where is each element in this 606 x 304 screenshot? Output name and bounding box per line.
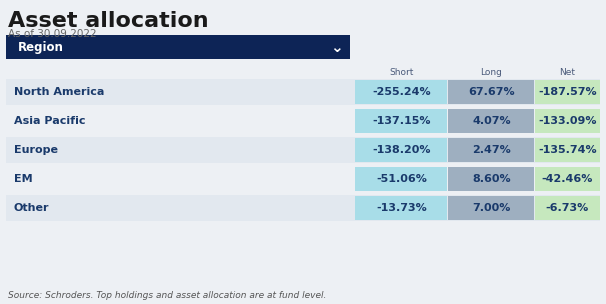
Text: -187.57%: -187.57% [538,87,597,97]
FancyBboxPatch shape [6,108,600,134]
Text: -255.24%: -255.24% [372,87,431,97]
Text: Asia Pacific: Asia Pacific [14,116,85,126]
FancyBboxPatch shape [6,137,600,163]
Text: -51.06%: -51.06% [376,174,427,184]
Text: -137.15%: -137.15% [372,116,431,126]
FancyBboxPatch shape [6,195,600,221]
Text: 8.60%: 8.60% [472,174,511,184]
Text: 4.07%: 4.07% [472,116,511,126]
Text: -133.09%: -133.09% [538,116,597,126]
FancyBboxPatch shape [355,109,447,133]
Text: Asset allocation: Asset allocation [8,11,208,31]
Text: North America: North America [14,87,104,97]
FancyBboxPatch shape [535,80,600,104]
Text: Long: Long [481,68,502,77]
FancyBboxPatch shape [6,166,600,192]
Text: -13.73%: -13.73% [376,203,427,213]
FancyBboxPatch shape [355,167,447,191]
Text: As of 30.09.2022: As of 30.09.2022 [8,29,96,39]
Text: Other: Other [14,203,50,213]
FancyBboxPatch shape [535,138,600,162]
Text: Region: Region [18,40,64,54]
FancyBboxPatch shape [448,109,534,133]
Text: EM: EM [14,174,33,184]
Text: ⌄: ⌄ [330,40,342,54]
FancyBboxPatch shape [355,138,447,162]
Text: -6.73%: -6.73% [546,203,589,213]
Text: -42.46%: -42.46% [542,174,593,184]
Text: Short: Short [389,68,414,77]
FancyBboxPatch shape [355,80,447,104]
Text: 7.00%: 7.00% [472,203,511,213]
FancyBboxPatch shape [535,109,600,133]
Text: 2.47%: 2.47% [472,145,511,155]
Text: -135.74%: -135.74% [538,145,597,155]
FancyBboxPatch shape [535,167,600,191]
Text: -138.20%: -138.20% [372,145,431,155]
FancyBboxPatch shape [448,138,534,162]
Text: 67.67%: 67.67% [468,87,515,97]
FancyBboxPatch shape [535,196,600,220]
Text: Europe: Europe [14,145,58,155]
FancyBboxPatch shape [6,35,350,59]
FancyBboxPatch shape [355,196,447,220]
Text: Source: Schroders. Top holdings and asset allocation are at fund level.: Source: Schroders. Top holdings and asse… [8,291,327,300]
FancyBboxPatch shape [448,80,534,104]
FancyBboxPatch shape [448,167,534,191]
Text: Net: Net [559,68,576,77]
FancyBboxPatch shape [6,79,600,105]
FancyBboxPatch shape [448,196,534,220]
